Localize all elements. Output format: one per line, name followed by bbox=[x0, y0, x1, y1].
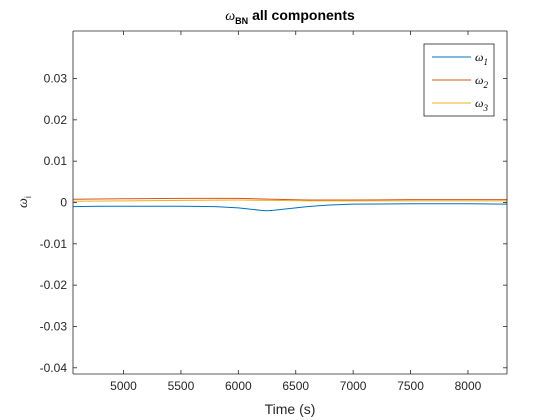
series-line-1 bbox=[72, 203, 508, 212]
y-label-subscript: i bbox=[23, 196, 33, 198]
title-subscript: BN bbox=[235, 16, 248, 26]
y-tick-label: 0.02 bbox=[44, 113, 68, 127]
y-tick-label: 0.03 bbox=[44, 72, 68, 86]
series-layer bbox=[72, 197, 508, 212]
y-tick-label: -0.02 bbox=[40, 278, 68, 292]
x-tick-label: 5500 bbox=[168, 379, 195, 393]
legend-item: ω1 bbox=[432, 50, 488, 67]
x-ticks: 5000 5500 6000 6500 7000 7500 8000 bbox=[110, 31, 482, 393]
legend-label: ω3 bbox=[475, 96, 488, 113]
y-axis-label: ωi bbox=[16, 196, 33, 208]
series-line-2 bbox=[72, 197, 507, 201]
x-tick-label: 6500 bbox=[282, 379, 309, 393]
x-tick-label: 8000 bbox=[455, 379, 482, 393]
y-tick-label: -0.03 bbox=[40, 319, 68, 333]
y-tick-label: -0.01 bbox=[40, 237, 68, 251]
legend-label: ω1 bbox=[475, 50, 488, 67]
x-tick-label: 6000 bbox=[225, 379, 252, 393]
y-tick-label: -0.04 bbox=[40, 361, 68, 375]
x-tick-label: 5000 bbox=[110, 379, 137, 393]
title-text: all components bbox=[252, 7, 355, 23]
svg-text:ωi: ωi bbox=[16, 196, 33, 208]
x-axis-label: Time (s) bbox=[265, 401, 316, 417]
title-symbol: ω bbox=[225, 9, 235, 24]
legend-item: ω2 bbox=[432, 73, 488, 90]
legend: ω1 ω2 ω3 bbox=[423, 43, 495, 117]
y-tick-label: 0.01 bbox=[44, 154, 68, 168]
y-tick-label: 0 bbox=[60, 196, 67, 210]
y-label-symbol: ω bbox=[16, 198, 31, 208]
legend-item: ω3 bbox=[432, 96, 488, 113]
x-tick-label: 7500 bbox=[397, 379, 424, 393]
chart-title: ωBN all components bbox=[225, 7, 355, 26]
legend-label: ω2 bbox=[475, 73, 488, 90]
series-line-3 bbox=[72, 199, 507, 202]
x-tick-label: 7000 bbox=[340, 379, 367, 393]
y-ticks: -0.04 -0.03 -0.02 -0.01 0 0.01 0.02 0.03 bbox=[40, 72, 507, 375]
